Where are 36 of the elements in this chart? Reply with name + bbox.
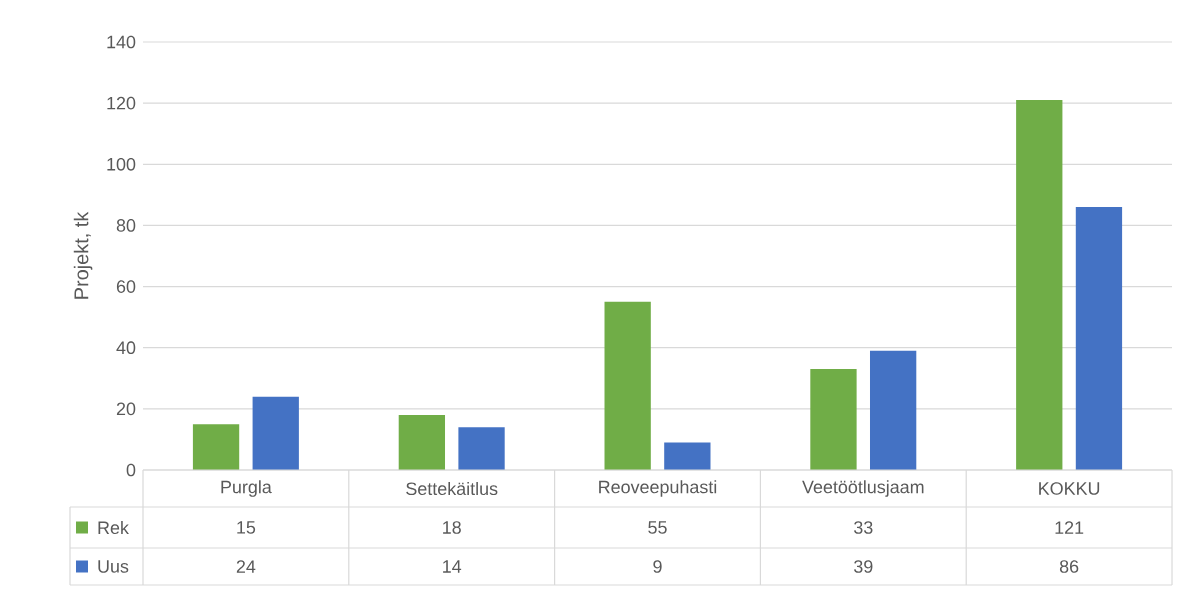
x-tick-label: Purgla <box>221 480 272 497</box>
bar <box>1075 207 1123 470</box>
legend-label: Uus <box>98 560 129 573</box>
bar <box>810 369 857 470</box>
y-axis-title: Projekt, tk <box>73 211 93 299</box>
data-label: 39 <box>854 560 873 573</box>
bar <box>398 414 446 470</box>
data-label: 18 <box>443 521 461 534</box>
x-tick-label: Veetöötlusjaam <box>802 480 924 497</box>
bar <box>664 442 711 470</box>
data-label: 15 <box>237 521 256 534</box>
x-tick-label: KOKKU <box>1039 482 1100 495</box>
data-label: 121 <box>1055 521 1084 534</box>
x-tick-label: Reoveepuhasti <box>599 480 717 497</box>
data-label: 24 <box>236 560 256 573</box>
y-tick-label: 80 <box>116 219 136 232</box>
bar <box>192 424 240 470</box>
data-label: 86 <box>1059 560 1079 573</box>
data-label: 55 <box>648 521 667 534</box>
bar <box>1016 100 1063 470</box>
y-tick-label: 120 <box>107 96 136 110</box>
y-tick-label: 100 <box>107 157 136 171</box>
data-label: 14 <box>443 560 462 573</box>
x-tick-label: Settekäitlus <box>406 481 498 496</box>
bar <box>458 427 505 470</box>
bar <box>252 396 299 470</box>
legend-label: Rek <box>98 520 129 535</box>
data-label: 9 <box>653 560 662 573</box>
y-tick-label: 20 <box>116 402 136 416</box>
bar <box>604 301 651 470</box>
data-label: 33 <box>854 521 873 534</box>
y-tick-label: 140 <box>107 35 136 49</box>
bar <box>869 350 917 470</box>
y-tick-label: 60 <box>116 280 136 293</box>
y-tick-label: 0 <box>126 463 136 477</box>
y-tick-label: 40 <box>116 341 136 355</box>
